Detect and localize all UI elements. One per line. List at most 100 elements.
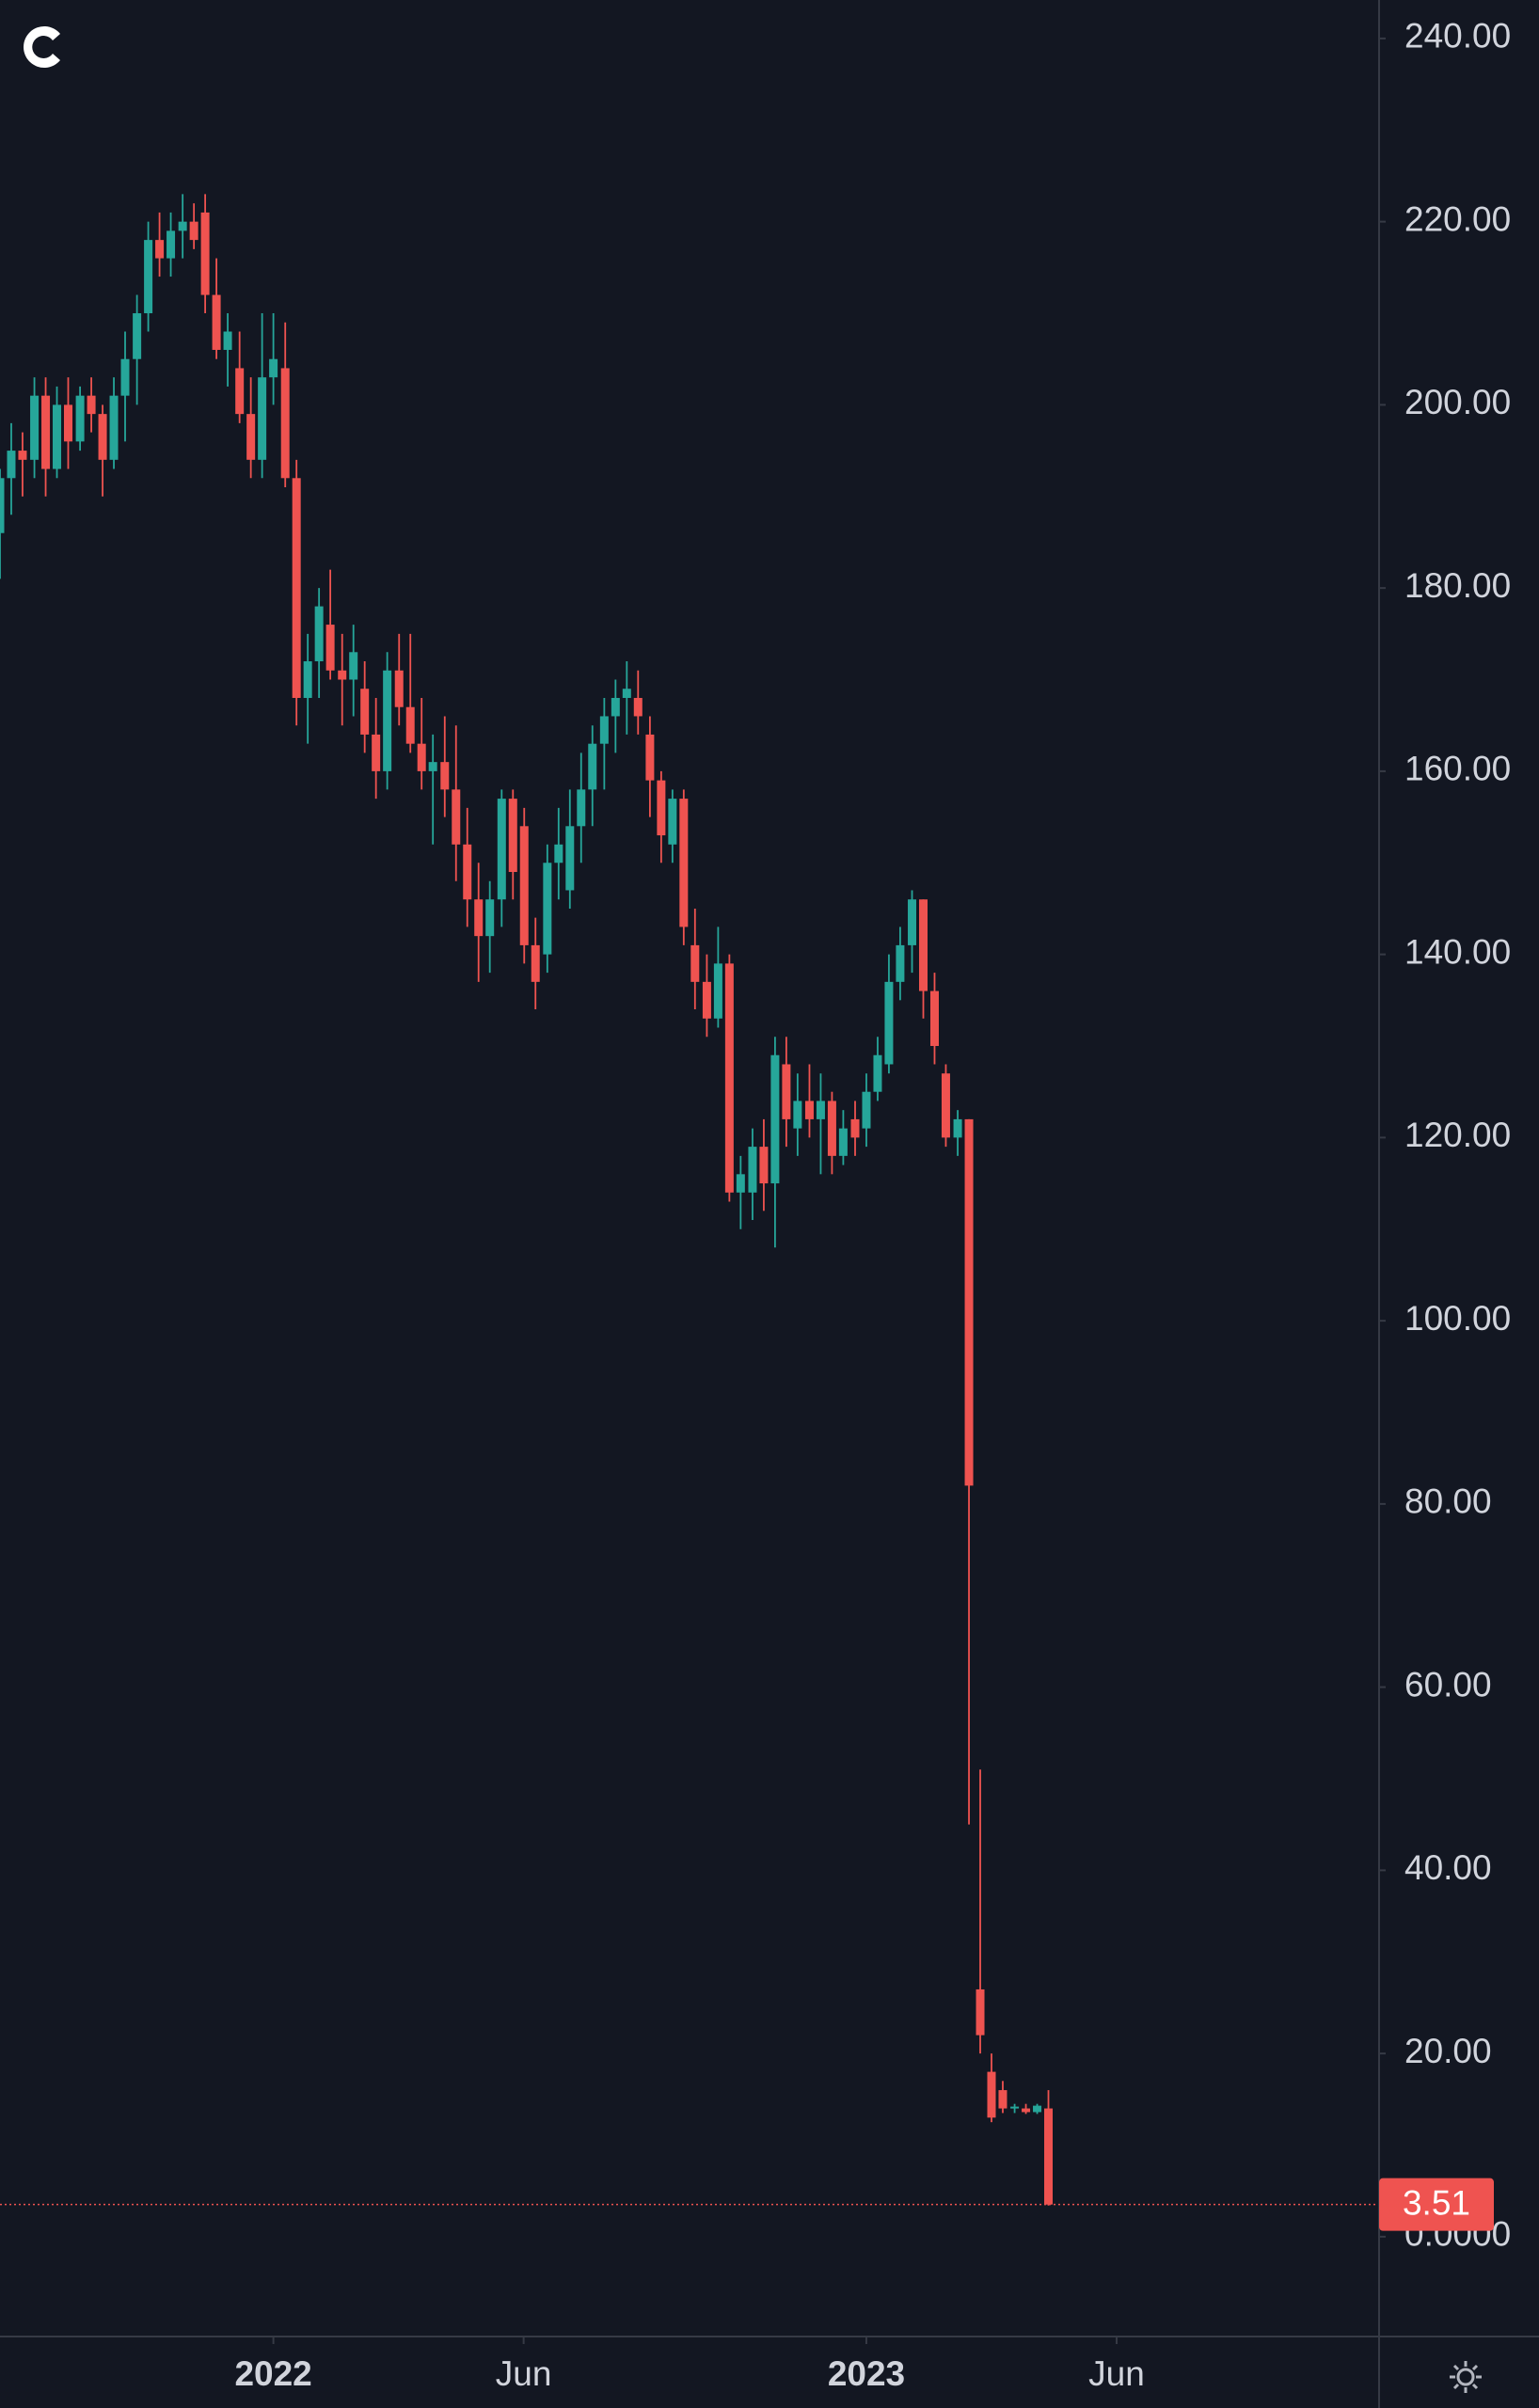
candle-body xyxy=(748,1147,757,1193)
candle-body xyxy=(87,395,96,415)
candle-body xyxy=(258,377,267,460)
candle-body xyxy=(235,368,245,415)
y-tick-label: 40.00 xyxy=(1404,1848,1492,1887)
candle-body xyxy=(303,661,312,698)
candle-body xyxy=(816,1101,825,1119)
candle-body xyxy=(804,1101,814,1119)
candle-body xyxy=(109,395,119,460)
candle-body xyxy=(565,826,575,891)
candle-body xyxy=(953,1118,962,1138)
candle-body xyxy=(690,944,700,982)
candle-body xyxy=(998,2090,1007,2109)
candle-body xyxy=(280,368,290,479)
candle-body xyxy=(133,313,142,359)
y-tick-label: 200.00 xyxy=(1404,383,1511,421)
candle-body xyxy=(599,716,609,744)
candle-body xyxy=(657,780,666,836)
candle-body xyxy=(0,478,5,533)
candle-body xyxy=(588,743,597,790)
candle-body xyxy=(463,844,472,900)
candle-body xyxy=(75,395,85,442)
y-tick-label: 120.00 xyxy=(1404,1116,1511,1154)
y-tick-label: 100.00 xyxy=(1404,1299,1511,1338)
candle-body xyxy=(508,799,517,872)
candle-body xyxy=(838,1128,848,1156)
candle-body xyxy=(713,963,722,1019)
candle-body xyxy=(724,963,734,1193)
settings-icon[interactable] xyxy=(1450,2361,1482,2393)
candle-body xyxy=(793,1101,802,1129)
candle-body xyxy=(474,899,484,937)
candle-body xyxy=(645,734,655,781)
last-price-label: 3.51 xyxy=(1403,2183,1470,2222)
candle-body xyxy=(53,404,62,469)
candle-body xyxy=(1044,2108,1054,2205)
candle-body xyxy=(394,670,404,707)
y-tick-label: 180.00 xyxy=(1404,566,1511,605)
candle-body xyxy=(292,478,301,698)
candle-body xyxy=(702,981,711,1019)
candle-body xyxy=(428,762,437,771)
candle-body xyxy=(189,221,198,241)
candle-body xyxy=(497,799,506,900)
candle-body xyxy=(929,990,939,1047)
candle-body xyxy=(246,414,256,460)
candle-body xyxy=(976,1988,985,2036)
x-tick-label: 2023 xyxy=(828,2354,905,2393)
last-price-tag xyxy=(1379,2178,1494,2231)
candle-body xyxy=(144,240,153,314)
candle-body xyxy=(884,981,894,1065)
y-tick-label: 80.00 xyxy=(1404,1482,1492,1521)
x-tick-label: Jun xyxy=(496,2354,552,2393)
candle-body xyxy=(360,689,370,735)
candle-body xyxy=(622,689,631,698)
candle-body xyxy=(633,697,643,717)
candle-body xyxy=(417,743,426,771)
candle-body xyxy=(759,1147,769,1184)
candle-body xyxy=(964,1118,974,1486)
candle-body xyxy=(770,1054,780,1184)
candle-body xyxy=(577,789,586,827)
candle-body xyxy=(827,1101,836,1156)
candle-body xyxy=(850,1118,860,1138)
candle-body xyxy=(736,1174,745,1193)
candle-body xyxy=(611,697,620,717)
x-tick-label: Jun xyxy=(1088,2354,1145,2393)
candle-body xyxy=(1022,2108,1031,2113)
candle-body xyxy=(30,395,40,460)
candle-body xyxy=(679,799,689,927)
candle-body xyxy=(543,863,552,955)
y-tick-label: 60.00 xyxy=(1404,1665,1492,1703)
candle-body xyxy=(167,230,176,259)
candle-body xyxy=(338,670,347,680)
y-tick-label: 160.00 xyxy=(1404,750,1511,788)
candle-body xyxy=(41,395,51,469)
candle-body xyxy=(452,789,461,845)
candle-body xyxy=(18,451,27,460)
candle-body xyxy=(908,899,917,945)
candle-body xyxy=(178,221,187,231)
candle-body xyxy=(782,1064,791,1119)
candle-body xyxy=(212,294,221,350)
candle-body xyxy=(325,625,335,671)
candle-body xyxy=(200,212,210,295)
logo[interactable] xyxy=(24,26,60,68)
candle-body xyxy=(531,944,540,982)
x-tick-label: 2022 xyxy=(234,2354,311,2393)
candle-body xyxy=(1010,2106,1020,2109)
candle-body xyxy=(120,358,130,396)
candle-body xyxy=(372,734,381,771)
candle-body xyxy=(896,944,905,982)
y-tick-label: 20.00 xyxy=(1404,2032,1492,2070)
candle-body xyxy=(223,331,232,350)
candle-body xyxy=(440,762,450,790)
candle-body xyxy=(918,899,928,991)
candle-body xyxy=(155,240,165,259)
y-tick-label: 220.00 xyxy=(1404,199,1511,238)
candle-body xyxy=(63,404,72,442)
candle-body xyxy=(314,606,324,662)
y-tick-label: 140.00 xyxy=(1404,932,1511,971)
